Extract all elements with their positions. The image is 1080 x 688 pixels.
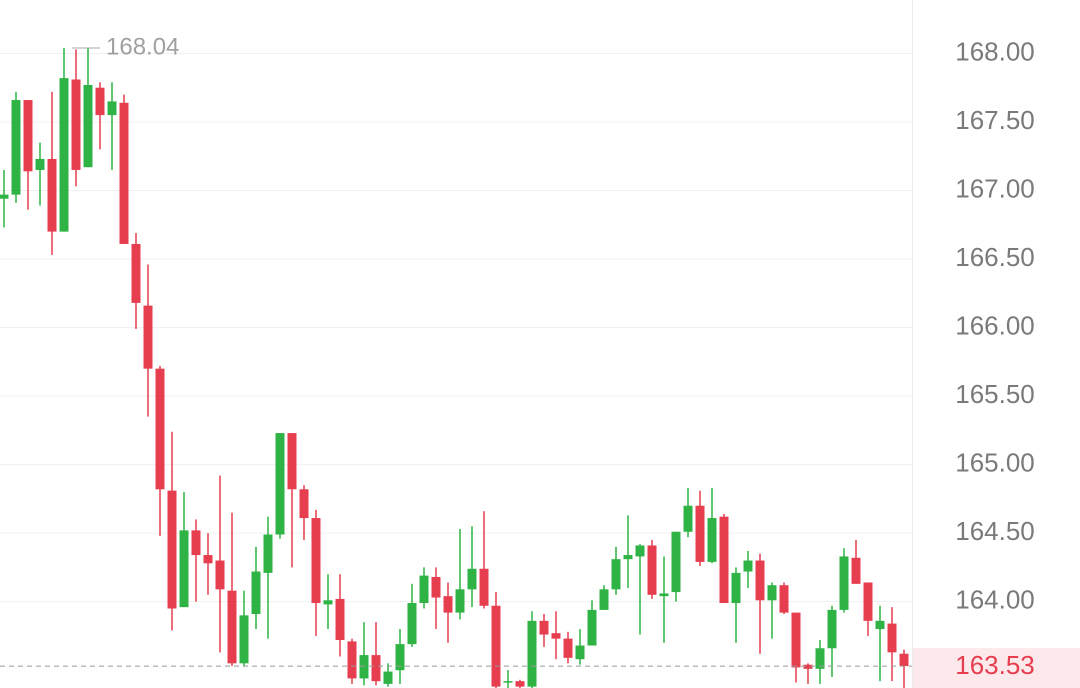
candle-body bbox=[539, 620, 549, 635]
candle-body bbox=[755, 560, 765, 601]
candle-body bbox=[47, 158, 57, 232]
max-marker-label: 168.04 bbox=[106, 33, 179, 60]
candle-body bbox=[143, 305, 153, 369]
candle-body bbox=[311, 518, 321, 604]
y-tick-label: 164.50 bbox=[955, 516, 1035, 546]
candle-body bbox=[275, 433, 285, 535]
candle-body bbox=[563, 638, 573, 658]
candle-body bbox=[371, 655, 381, 682]
candle-body bbox=[419, 575, 429, 604]
candle-body bbox=[0, 194, 9, 199]
candle-body bbox=[659, 593, 669, 597]
candle-body bbox=[791, 612, 801, 668]
candle-body bbox=[491, 605, 501, 687]
candle-body bbox=[671, 531, 681, 593]
candle-body bbox=[827, 609, 837, 649]
candle-body bbox=[455, 589, 465, 613]
candle-body bbox=[191, 530, 201, 556]
candle-body bbox=[131, 243, 141, 303]
candle-body bbox=[119, 102, 129, 244]
candle-body bbox=[215, 560, 225, 590]
candle-body bbox=[467, 568, 477, 590]
candle-body bbox=[683, 505, 693, 532]
candle-body bbox=[815, 648, 825, 669]
candle-body bbox=[479, 568, 489, 606]
candle-body bbox=[839, 556, 849, 610]
candle-body bbox=[503, 681, 513, 683]
candle-body bbox=[227, 590, 237, 664]
candle-body bbox=[719, 516, 729, 604]
candle-body bbox=[335, 598, 345, 641]
candle-body bbox=[899, 653, 909, 667]
y-tick-label: 168.00 bbox=[955, 36, 1035, 66]
candle-body bbox=[863, 582, 873, 621]
y-tick-label: 164.00 bbox=[955, 585, 1035, 615]
candle-body bbox=[167, 490, 177, 609]
candle-body bbox=[707, 518, 717, 562]
candle-body bbox=[179, 530, 189, 608]
candle-body bbox=[887, 623, 897, 653]
y-tick-label: 166.50 bbox=[955, 242, 1035, 272]
candle-body bbox=[695, 505, 705, 562]
candle-body bbox=[347, 641, 357, 679]
candle-body bbox=[251, 571, 261, 614]
candle-body bbox=[599, 589, 609, 610]
candle-body bbox=[95, 87, 105, 116]
candle-body bbox=[11, 100, 21, 195]
candle-body bbox=[59, 78, 69, 232]
candle-body bbox=[575, 645, 585, 660]
candle-body bbox=[383, 671, 393, 684]
candle-body bbox=[551, 633, 561, 639]
candle-body bbox=[431, 576, 441, 598]
candle-body bbox=[635, 545, 645, 557]
y-tick-label: 165.00 bbox=[955, 447, 1035, 477]
candle-body bbox=[395, 644, 405, 671]
candle-body bbox=[647, 545, 657, 595]
candle-body bbox=[779, 585, 789, 613]
candle-body bbox=[287, 433, 297, 490]
y-tick-label: 167.50 bbox=[955, 105, 1035, 135]
candle-body bbox=[107, 101, 117, 116]
candle-body bbox=[803, 664, 813, 669]
y-tick-label: 166.00 bbox=[955, 310, 1035, 340]
candle-body bbox=[239, 615, 249, 664]
last-price-label: 163.53 bbox=[955, 650, 1035, 680]
candle-body bbox=[767, 585, 777, 601]
last-price-box bbox=[913, 648, 1080, 688]
candle-body bbox=[623, 555, 633, 560]
candle-body bbox=[875, 620, 885, 630]
candle-body bbox=[263, 534, 273, 573]
candle-body bbox=[359, 655, 369, 679]
candle-body bbox=[299, 489, 309, 519]
candle-body bbox=[83, 84, 93, 168]
candle-body bbox=[587, 609, 597, 646]
candle-body bbox=[35, 158, 45, 170]
candle-body bbox=[407, 603, 417, 645]
candle-body bbox=[323, 600, 333, 605]
candle-body bbox=[515, 681, 525, 687]
candle-body bbox=[527, 620, 537, 687]
candle-body bbox=[443, 596, 453, 613]
candle-body bbox=[851, 557, 861, 584]
candle-body bbox=[203, 555, 213, 564]
candle-body bbox=[23, 100, 33, 172]
y-tick-label: 165.50 bbox=[955, 379, 1035, 409]
candle-body bbox=[731, 572, 741, 604]
candle-body bbox=[71, 79, 81, 170]
candle-body bbox=[743, 560, 753, 572]
y-tick-label: 167.00 bbox=[955, 173, 1035, 203]
candle-body bbox=[611, 559, 621, 590]
candle-body bbox=[155, 368, 165, 490]
